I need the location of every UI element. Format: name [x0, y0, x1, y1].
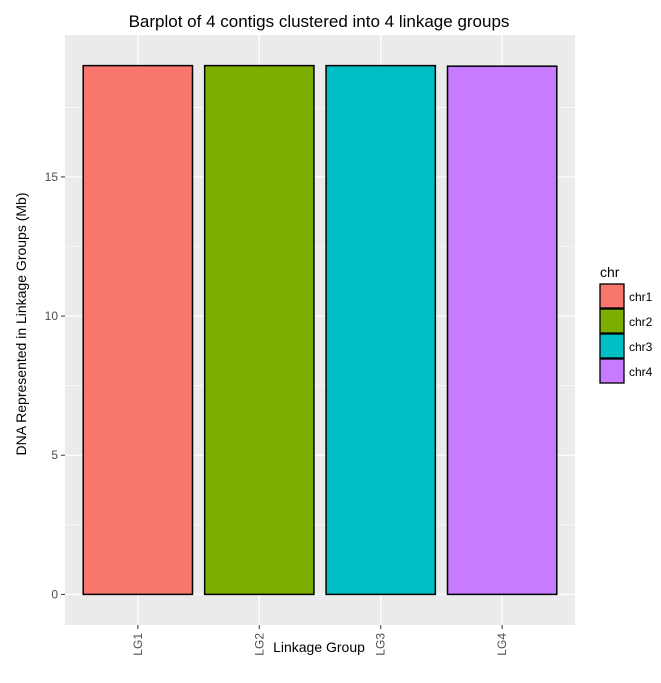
legend-key-chr2 — [599, 308, 625, 334]
legend-title: chr — [600, 264, 620, 280]
y-tick-label: 0 — [51, 587, 58, 601]
legend-label-chr2: chr2 — [629, 315, 653, 329]
x-tick-label-lg2: LG2 — [252, 633, 266, 656]
y-axis-title: DNA Represented in Linkage Groups (Mb) — [13, 192, 29, 455]
x-tick-label-lg1: LG1 — [131, 633, 145, 656]
legend-label-chr3: chr3 — [629, 340, 653, 354]
bar-lg3 — [325, 64, 437, 596]
bar-lg2 — [203, 64, 315, 596]
x-tick-label-lg4: LG4 — [495, 633, 509, 656]
plot-area: 0 5 10 15 LG1 LG2 LG3 LG4 — [45, 35, 575, 656]
y-tick-label: 15 — [45, 170, 59, 184]
bar-lg4 — [446, 65, 558, 596]
legend-label-chr1: chr1 — [629, 290, 653, 304]
legend-key-chr1 — [599, 283, 625, 309]
bar-lg1 — [82, 64, 194, 596]
legend: chr chr1 chr2 chr3 chr4 — [599, 264, 653, 384]
y-tick-label: 10 — [45, 309, 59, 323]
legend-label-chr4: chr4 — [629, 365, 653, 379]
x-axis-title: Linkage Group — [273, 639, 365, 655]
chart-title: Barplot of 4 contigs clustered into 4 li… — [129, 12, 510, 31]
y-tick-label: 5 — [51, 448, 58, 462]
x-tick-label-lg3: LG3 — [374, 633, 388, 656]
legend-key-chr4 — [599, 358, 625, 384]
legend-key-chr3 — [599, 333, 625, 359]
